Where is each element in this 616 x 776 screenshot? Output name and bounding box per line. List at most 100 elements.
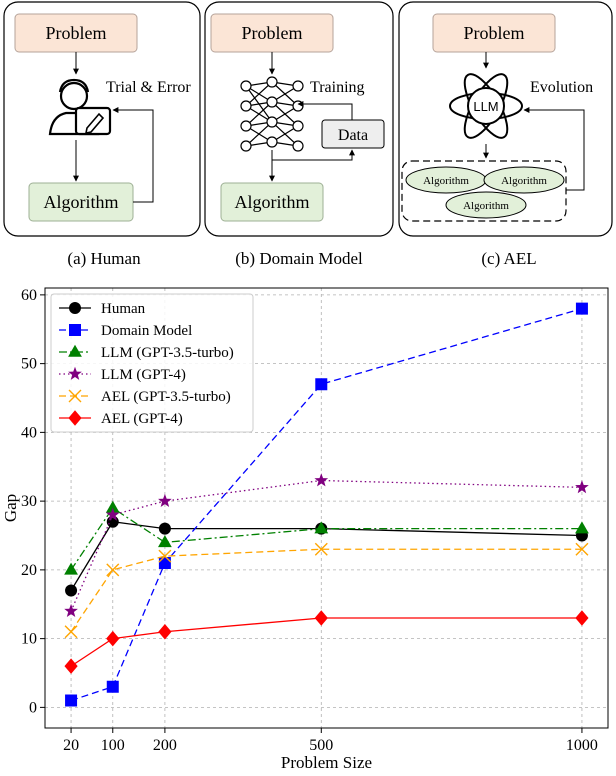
y-tick-label: 10 bbox=[21, 631, 37, 648]
series-ael-gpt-4 bbox=[64, 610, 589, 674]
ticks: 0 10 20 30 40 50 60 20 100 200 500 1000 bbox=[21, 287, 598, 754]
data-point bbox=[106, 680, 119, 693]
arrow-label: Trial & Error bbox=[106, 79, 191, 96]
series-ael-gpt-3-5-turbo bbox=[64, 542, 589, 639]
y-tick-label: 40 bbox=[21, 424, 37, 441]
arrow-label: Evolution bbox=[530, 79, 593, 96]
data-point bbox=[68, 344, 82, 357]
legend-label: AEL (GPT-3.5-turbo) bbox=[101, 389, 231, 405]
caption-ael: (c) AEL bbox=[481, 249, 536, 268]
data-point bbox=[158, 623, 172, 640]
algorithm-box bbox=[220, 182, 324, 222]
problem-label: Problem bbox=[242, 23, 303, 43]
llm-atom-icon bbox=[449, 73, 523, 139]
series-human bbox=[65, 515, 588, 597]
series-llm-gpt-4 bbox=[64, 473, 589, 617]
data-point bbox=[68, 366, 82, 380]
legend-entry: LLM (GPT-3.5-turbo) bbox=[59, 344, 234, 361]
caption-domain-model: (b) Domain Model bbox=[235, 249, 363, 268]
data-point bbox=[64, 625, 78, 639]
data-point bbox=[64, 658, 78, 674]
problem-box bbox=[432, 13, 556, 53]
data-point bbox=[65, 694, 78, 707]
series-line bbox=[70, 507, 582, 571]
data-point bbox=[157, 535, 172, 548]
algorithm-ellipse bbox=[445, 191, 527, 219]
data-point bbox=[314, 473, 329, 487]
data-point bbox=[315, 378, 328, 391]
y-axis-label: Gap bbox=[1, 494, 20, 522]
x-tick-label: 500 bbox=[309, 737, 333, 754]
data-point bbox=[68, 389, 82, 403]
problem-label: Problem bbox=[46, 23, 107, 43]
algorithm-label: Algorithm bbox=[235, 192, 310, 212]
data-point bbox=[69, 324, 81, 336]
legend-entry: Human bbox=[59, 301, 146, 317]
legend-label: Human bbox=[101, 301, 146, 317]
legend-label: Domain Model bbox=[101, 323, 192, 339]
data-point bbox=[65, 584, 78, 597]
panel-human: Problem Trial & Error Algorithm bbox=[3, 1, 201, 237]
data-point bbox=[158, 557, 171, 569]
data-point bbox=[314, 521, 329, 534]
data-point bbox=[106, 563, 120, 577]
data-box bbox=[321, 119, 385, 149]
y-tick-label: 60 bbox=[21, 287, 37, 304]
data-point bbox=[105, 500, 120, 513]
neural-network-icon bbox=[240, 76, 304, 152]
data-point bbox=[314, 542, 328, 556]
data-point bbox=[158, 493, 172, 507]
data-point bbox=[575, 480, 589, 494]
data-point bbox=[575, 610, 589, 626]
data-point bbox=[64, 562, 78, 575]
x-tick-label: 1000 bbox=[566, 737, 598, 754]
panel-ael: Problem LLM Evolution Algorithm Algorith… bbox=[398, 1, 613, 237]
series-llm-gpt-3-5-turbo bbox=[64, 500, 589, 575]
x-tick-label: 100 bbox=[101, 737, 125, 754]
x-axis-label: Problem Size bbox=[281, 753, 372, 772]
legend-entry: AEL (GPT-3.5-turbo) bbox=[59, 389, 231, 405]
data-point bbox=[106, 630, 120, 647]
series-line bbox=[70, 548, 582, 633]
data-point bbox=[314, 610, 328, 626]
legend-entry: AEL (GPT-4) bbox=[59, 410, 183, 427]
arrow-label: Training bbox=[310, 79, 365, 96]
pool-algorithm-label: Algorithm bbox=[501, 175, 547, 187]
legend-box bbox=[50, 293, 254, 433]
data-point bbox=[158, 522, 171, 535]
algorithm-label: Algorithm bbox=[44, 192, 119, 212]
data-label: Data bbox=[338, 127, 368, 144]
data-point bbox=[158, 549, 172, 563]
pool-algorithm-label: Algorithm bbox=[423, 175, 469, 187]
algorithm-ellipse bbox=[483, 166, 565, 194]
method-diagram: Problem Trial & Error Algorithm (a) Huma… bbox=[3, 1, 613, 268]
plot-frame bbox=[44, 287, 609, 729]
legend-label: LLM (GPT-3.5-turbo) bbox=[101, 345, 234, 361]
legend-entry: Domain Model bbox=[59, 323, 192, 339]
series-line bbox=[70, 617, 582, 667]
data-point bbox=[575, 542, 589, 556]
legend: Human Domain Model LLM (GPT-3.5-turbo) LLM … bbox=[50, 293, 254, 433]
algorithm-pool bbox=[401, 160, 567, 222]
problem-label: Problem bbox=[464, 23, 525, 43]
y-tick-label: 20 bbox=[21, 562, 37, 579]
data-point bbox=[105, 507, 120, 521]
y-tick-label: 0 bbox=[29, 699, 37, 716]
panel-domain-model: Problem Training Data Algorithm bbox=[204, 1, 394, 237]
legend-label: LLM (GPT-4) bbox=[101, 367, 186, 383]
x-tick-label: 20 bbox=[63, 737, 79, 754]
legend-entry: LLM (GPT-4) bbox=[59, 366, 186, 383]
legend-label: AEL (GPT-4) bbox=[101, 411, 183, 427]
pool-algorithm-label: Algorithm bbox=[463, 200, 509, 212]
x-tick-label: 200 bbox=[153, 737, 177, 754]
data-point bbox=[575, 521, 589, 534]
series-line bbox=[70, 479, 582, 612]
gap-line-chart: 0 10 20 30 40 50 60 20 100 200 500 1000 Problem Siz… bbox=[1, 287, 609, 772]
panel-domain-frame bbox=[204, 1, 394, 237]
human-icon bbox=[48, 78, 112, 136]
y-tick-label: 50 bbox=[21, 356, 37, 373]
caption-human: (a) Human bbox=[67, 249, 141, 268]
llm-label: LLM bbox=[473, 99, 498, 114]
data-point bbox=[575, 302, 588, 315]
data-point bbox=[68, 410, 82, 426]
